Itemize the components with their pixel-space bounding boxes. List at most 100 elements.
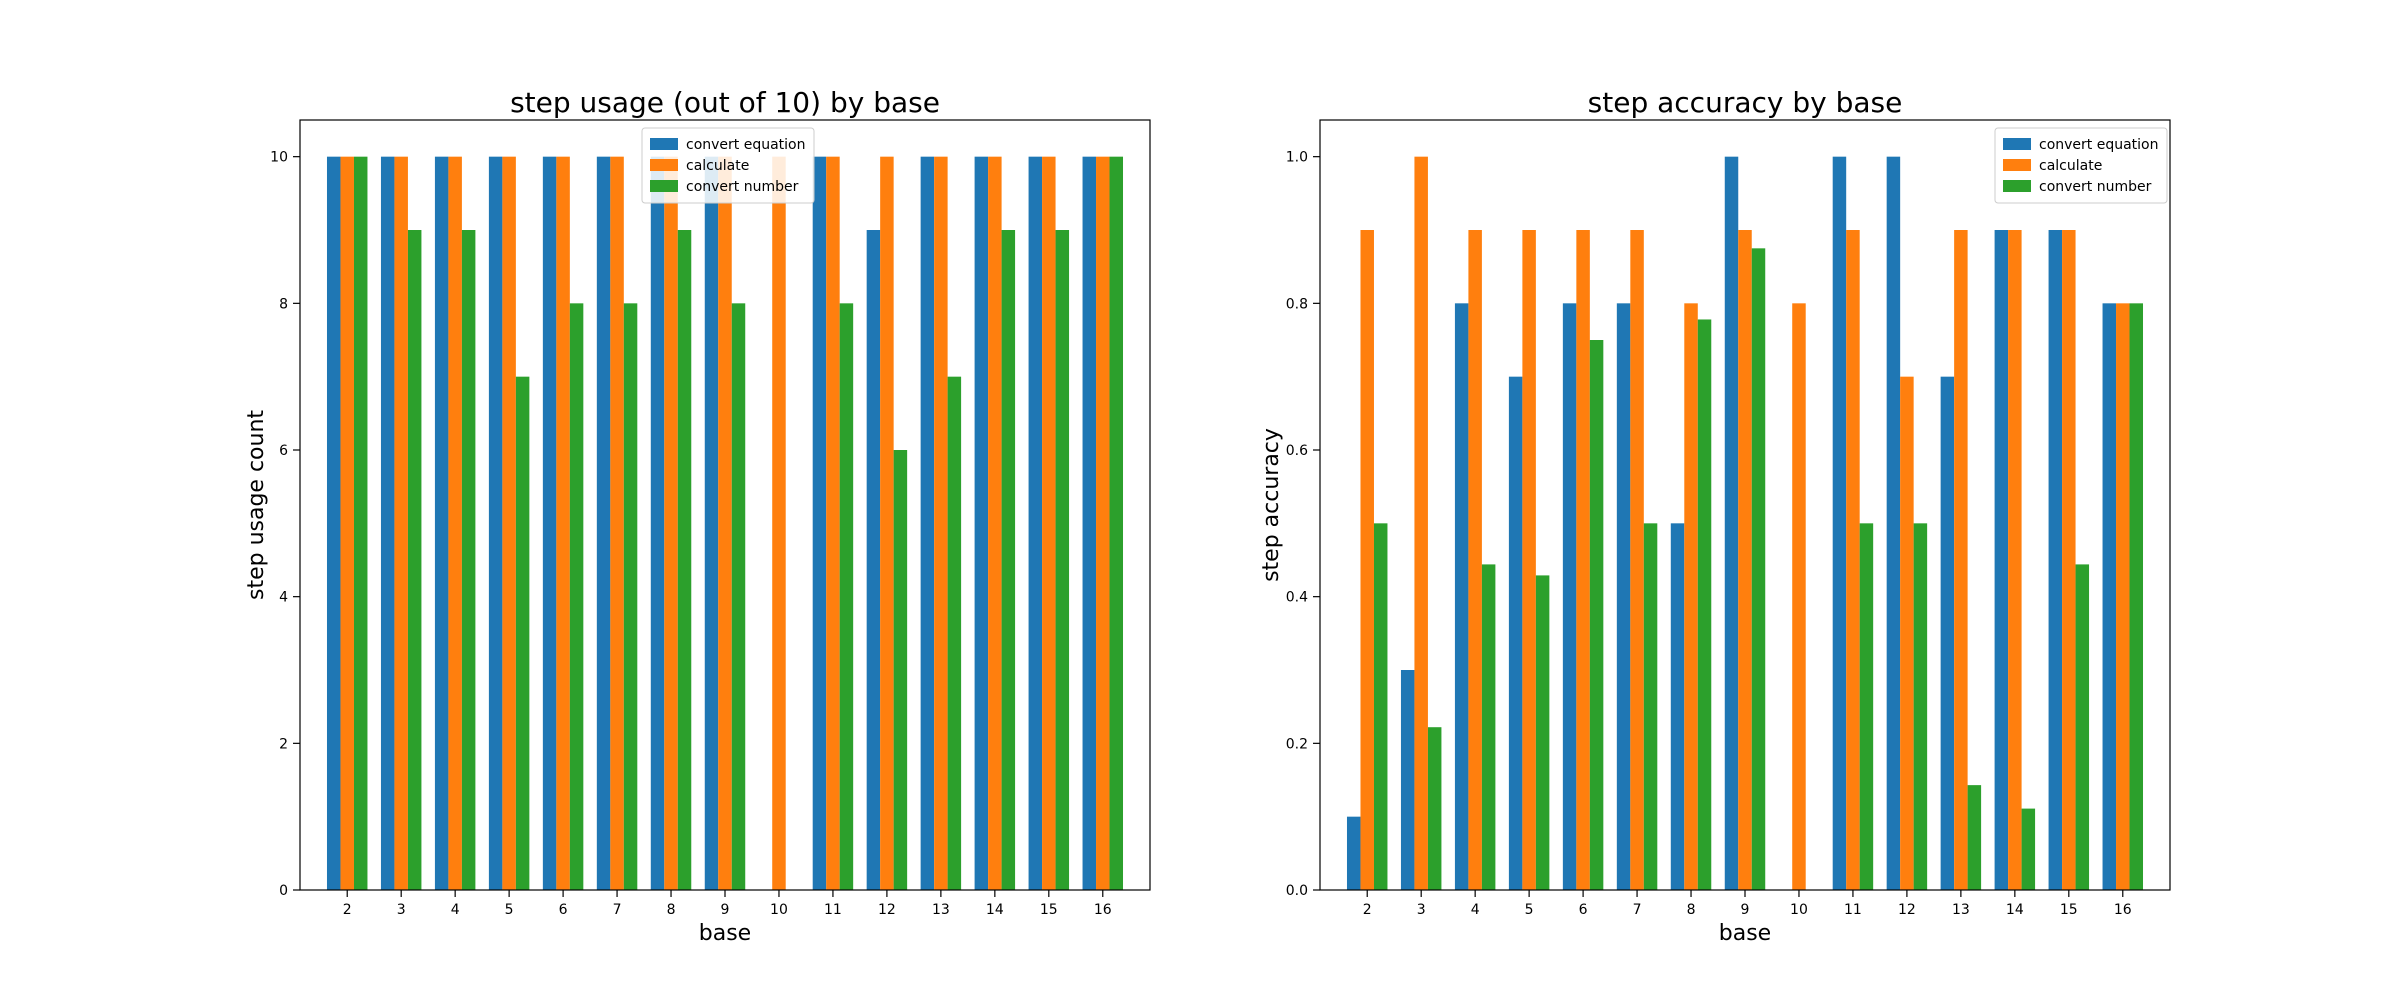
usage-x-tick-label: 7 [613,902,622,918]
usage-bar-convert-number-3 [407,230,422,890]
usage-y-tick-label: 10 [270,150,288,166]
accuracy-y-tick-label: 0.0 [1286,883,1308,899]
usage-legend-label: calculate [686,158,749,174]
accuracy-bar-convert-equation-11 [1832,156,1847,891]
usage-x-tick-label: 8 [667,902,676,918]
accuracy-bar-convert-equation-4 [1454,303,1469,891]
usage-bar-convert-equation-6 [542,156,557,891]
accuracy-chart-y-ticks: 0.0 0.2 0.4 0.6 0.8 1.0 [1286,150,1320,899]
usage-chart-title: step usage (out of 10) by base [510,86,940,119]
usage-bar-convert-number-12 [893,450,908,890]
usage-bar-calculate-13 [934,156,948,891]
accuracy-legend-swatch [2003,138,2031,150]
usage-y-tick-label: 8 [279,296,288,312]
usage-bar-calculate-6 [556,156,570,891]
accuracy-bar-calculate-11 [1846,230,1860,890]
usage-legend-swatch [650,180,678,192]
accuracy-legend-swatch [2003,180,2031,192]
accuracy-x-tick-label: 14 [2006,902,2024,918]
accuracy-x-tick-label: 16 [2114,902,2132,918]
usage-bar-calculate-8 [664,156,678,891]
usage-x-tick-label: 15 [1040,902,1058,918]
usage-chart-legend: convert equation calculate convert number [641,127,815,204]
usage-x-tick-label: 12 [878,902,896,918]
accuracy-bar-convert-number-15 [2075,564,2090,890]
accuracy-bar-convert-number-3 [1427,727,1442,890]
usage-legend-label: convert number [686,179,799,195]
accuracy-chart-title: step accuracy by base [1588,86,1903,119]
usage-bar-convert-number-9 [731,303,746,891]
usage-bar-calculate-12 [880,156,894,891]
accuracy-legend-label: calculate [2039,158,2102,174]
accuracy-bar-convert-number-7 [1643,523,1658,890]
accuracy-bar-convert-number-4 [1481,564,1496,890]
accuracy-bar-convert-number-8 [1697,319,1712,891]
usage-bar-convert-equation-5 [488,156,503,891]
accuracy-bar-calculate-9 [1738,230,1752,890]
usage-y-tick-label: 0 [279,883,288,899]
usage-bar-convert-number-7 [623,303,638,891]
accuracy-y-tick-label: 0.2 [1286,736,1308,752]
usage-bar-convert-equation-8 [650,156,665,891]
usage-bar-calculate-15 [1042,156,1056,891]
accuracy-x-tick-label: 8 [1687,902,1696,918]
usage-x-tick-label: 4 [451,902,460,918]
usage-bar-convert-number-16 [1109,156,1124,891]
accuracy-bar-calculate-6 [1576,230,1590,890]
usage-bar-convert-equation-3 [380,156,395,891]
accuracy-bar-convert-number-14 [2021,808,2036,890]
usage-bar-calculate-10 [772,156,786,891]
usage-y-tick-label: 4 [279,590,288,606]
usage-x-tick-label: 6 [559,902,568,918]
usage-bar-calculate-7 [610,156,624,891]
usage-bar-convert-number-6 [569,303,584,891]
accuracy-bar-calculate-12 [1900,376,1914,890]
accuracy-bar-convert-equation-9 [1724,156,1739,891]
accuracy-bar-calculate-10 [1792,303,1806,891]
usage-legend-swatch [650,159,678,171]
usage-bar-convert-number-14 [1001,230,1016,890]
accuracy-legend-label: convert number [2039,179,2152,195]
accuracy-bar-convert-number-9 [1751,248,1766,890]
usage-bar-convert-equation-14 [974,156,989,891]
accuracy-bar-calculate-2 [1360,230,1374,890]
usage-x-tick-label: 2 [343,902,352,918]
usage-chart-x-label: base [699,921,751,946]
usage-chart: step usage (out of 10) by base 0 2 4 6 8 10 2… [244,86,1151,946]
accuracy-x-tick-label: 4 [1471,902,1480,918]
accuracy-chart-bars [1346,156,2144,891]
accuracy-bar-convert-number-5 [1535,575,1550,890]
usage-y-tick-label: 2 [279,736,288,752]
usage-bar-convert-number-11 [839,303,854,891]
usage-bar-convert-equation-12 [866,230,881,890]
usage-bar-convert-equation-7 [596,156,611,891]
accuracy-x-tick-label: 10 [1790,902,1808,918]
usage-bar-calculate-5 [502,156,516,891]
usage-x-tick-label: 9 [721,902,730,918]
accuracy-bar-convert-number-6 [1589,340,1604,890]
usage-x-tick-label: 10 [770,902,788,918]
usage-bar-calculate-16 [1096,156,1110,891]
accuracy-legend-label: convert equation [2039,137,2159,153]
accuracy-y-tick-label: 0.4 [1286,590,1308,606]
usage-x-tick-label: 11 [824,902,842,918]
accuracy-bar-convert-equation-5 [1508,376,1523,890]
usage-bar-convert-number-13 [947,376,962,890]
usage-bar-convert-equation-13 [920,156,935,891]
accuracy-y-tick-label: 0.6 [1286,443,1308,459]
accuracy-x-tick-label: 12 [1898,902,1916,918]
usage-bar-calculate-4 [448,156,462,891]
usage-bar-convert-equation-9 [704,156,719,891]
accuracy-x-tick-label: 15 [2060,902,2078,918]
accuracy-bar-calculate-13 [1954,230,1968,890]
accuracy-bar-convert-equation-2 [1346,816,1361,890]
accuracy-bar-calculate-15 [2062,230,2076,890]
accuracy-bar-convert-equation-3 [1400,670,1415,890]
usage-chart-y-ticks: 0 2 4 6 8 10 [270,150,300,899]
accuracy-bar-convert-equation-6 [1562,303,1577,891]
usage-x-tick-label: 13 [932,902,950,918]
usage-bar-convert-number-15 [1055,230,1070,890]
usage-bar-calculate-14 [988,156,1002,891]
accuracy-x-tick-label: 5 [1525,902,1534,918]
accuracy-x-tick-label: 3 [1417,902,1426,918]
